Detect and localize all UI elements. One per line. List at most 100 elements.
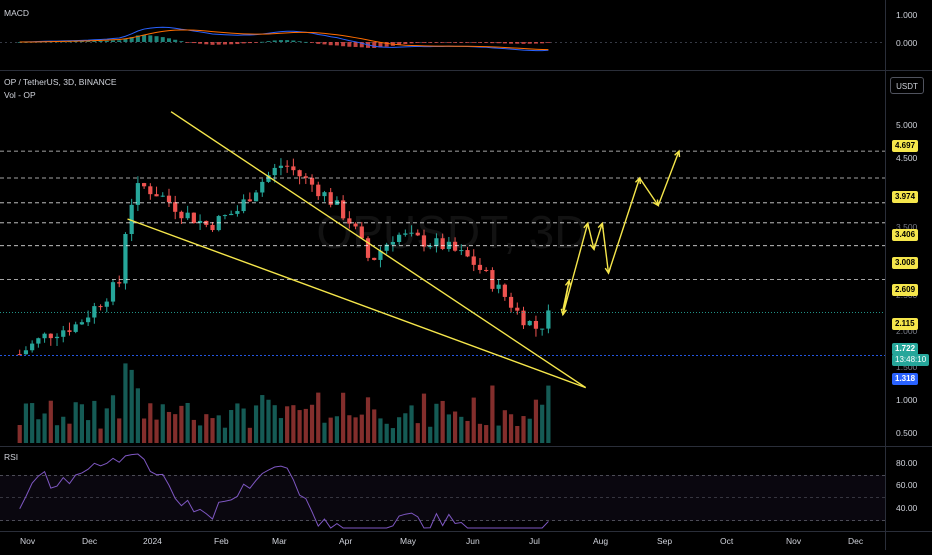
volume-bar [98,428,103,443]
candle-body [54,336,60,339]
volume-bar [421,393,427,443]
macd-tick: 0.000 [896,38,918,48]
macd-histogram-bar [216,42,221,45]
macd-histogram-bar [266,41,271,42]
volume-bar [67,423,72,443]
volume-bar [316,392,321,443]
volume-bar [166,411,172,443]
candle-body [173,202,178,212]
volume-bar [92,400,97,443]
candle-body [353,223,358,227]
volume-bar [285,406,290,443]
volume-bar [459,416,464,443]
macd-histogram-bar [154,36,159,42]
candle-body [477,264,483,270]
volume-bar [104,408,109,443]
macd-histogram-bar [322,42,327,45]
volume-bar [546,385,551,443]
candle-body [316,184,321,197]
wedge-upper-trendline [170,111,587,389]
candle-body [30,343,35,351]
macd-histogram-bar [291,40,296,42]
macd-histogram-bar [546,42,551,43]
rsi-tick: 80.00 [896,458,918,468]
candle-body [533,320,539,329]
macd-histogram-bar [334,42,339,46]
candle-body [222,215,228,217]
macd-signal-line [19,29,549,51]
candle-body [378,250,383,260]
volume-bar [372,409,377,443]
macd-histogram-bar [222,42,227,45]
candle-body [527,320,532,326]
volume-bar [415,423,420,443]
candle-body [154,194,159,197]
volume-bar [154,419,159,443]
macd-histogram-bar [533,42,538,44]
candle-body [347,218,352,224]
price-title: OP / TetherUS, 3D, BINANCE [4,77,117,87]
macd-histogram-bar [397,42,402,45]
macd-histogram-bar [421,42,426,43]
macd-histogram-bar [135,35,140,42]
projection-segment [657,150,680,206]
macd-histogram-bar [148,35,153,42]
candle-body [384,244,389,251]
rsi-tick: 40.00 [896,503,918,513]
candle-body [48,333,53,339]
time-tick: Oct [720,536,734,546]
candle-body [17,354,22,356]
macd-histogram-bar [515,42,520,44]
macd-histogram-bar [440,42,445,43]
macd-histogram-bar [477,42,482,43]
volume-bar [403,413,408,443]
macd-histogram-bar [92,40,97,42]
candle-body [185,212,190,219]
candle-body [452,241,458,251]
candle-body [117,282,122,284]
macd-histogram-bar [502,42,507,44]
macd-histogram-bar [415,42,420,43]
volume-bar [42,413,47,443]
candle-body [285,165,290,167]
price-tick: 2.000 [896,326,918,336]
macd-histogram-bar [191,42,196,44]
macd-label: MACD [4,8,30,18]
volume-bar [521,416,526,443]
macd-histogram-bar [434,42,439,43]
macd-histogram-bar [484,42,489,43]
macd-histogram-bar [341,42,346,47]
volume-bar [452,411,458,443]
volume-bar [30,403,35,443]
candle-body [42,333,47,339]
volume-bar [278,418,284,443]
candle-body [73,324,78,332]
volume-bar [204,414,209,443]
volume-bar [54,425,60,443]
volume-bar [48,400,53,443]
candle-body [390,241,395,245]
rsi-line [19,453,549,529]
macd-histogram-bar [471,42,476,43]
macd-histogram-bar [235,42,240,45]
projection-segment [601,223,610,274]
candle-body [86,317,91,323]
macd-histogram-bar [428,42,433,43]
candle-body [428,245,433,247]
macd-histogram-bar [496,42,501,44]
candle-body [179,211,184,219]
projection-segment [593,223,603,250]
candle-body [465,250,470,257]
volume-bar [36,419,41,443]
macd-histogram-bar [204,42,209,45]
candle-body [272,167,277,176]
candle-body [365,238,371,258]
macd-histogram-bar [247,42,252,44]
currency-unit-button[interactable]: USDT [890,77,924,94]
candle-body [123,234,128,284]
volume-bar [471,397,476,443]
time-tick: Sep [657,536,673,546]
macd-histogram-bar [86,41,91,42]
